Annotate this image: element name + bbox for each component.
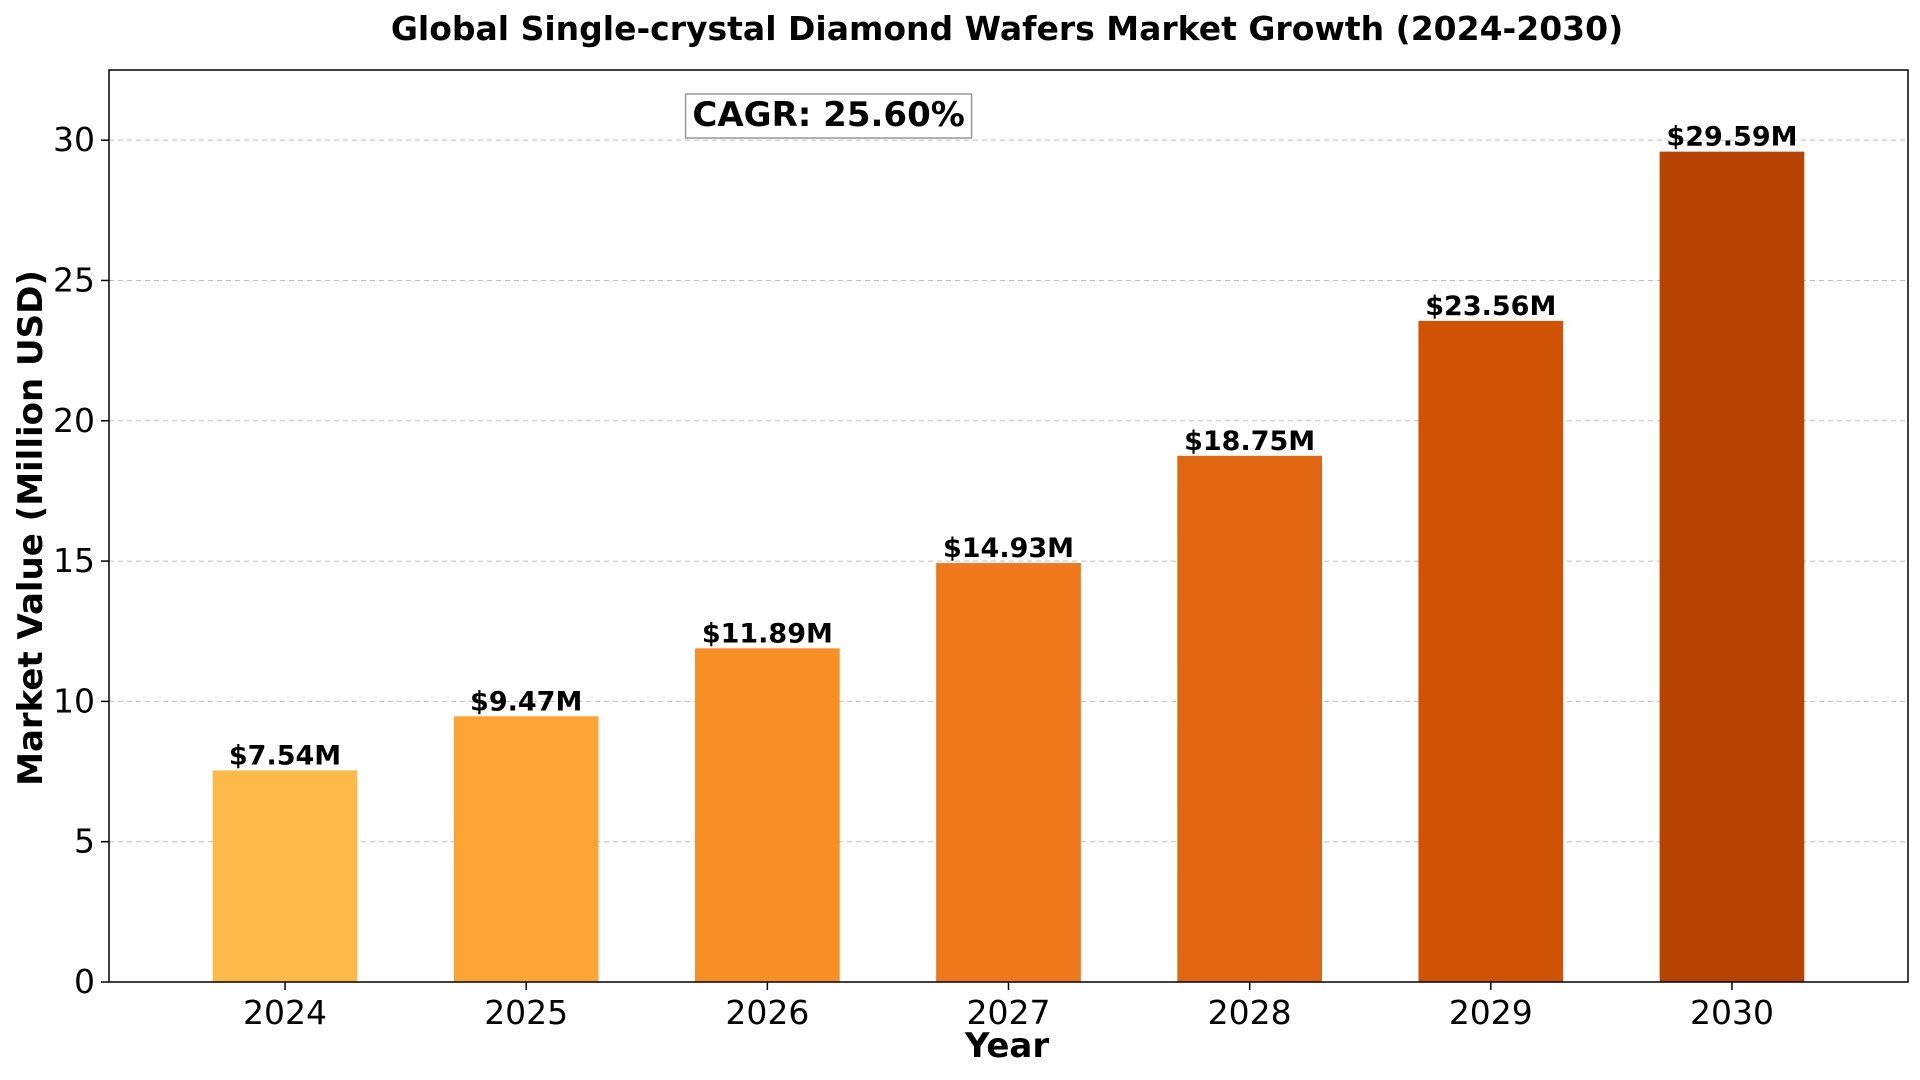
y-tick-label-10: 10	[53, 681, 95, 720]
y-axis-label: Market Value (Million USD)	[11, 270, 51, 786]
bar-2027	[936, 563, 1081, 982]
cagr-annotation: CAGR: 25.60%	[684, 93, 973, 139]
x-axis-label: Year	[964, 1026, 1050, 1066]
data-label-2025: $9.47M	[470, 686, 582, 717]
cagr-box	[684, 93, 973, 139]
bar-2030	[1659, 151, 1805, 983]
y-axis-ticks: 0 5 10 15 20 25 30	[53, 120, 109, 1001]
data-label-2026: $11.89M	[702, 618, 833, 649]
bar-2024	[212, 770, 358, 982]
data-label-2027: $14.93M	[943, 533, 1074, 564]
data-label-2028: $18.75M	[1184, 426, 1315, 457]
data-label-2030: $29.59M	[1666, 122, 1797, 153]
y-tick-label-0: 0	[74, 962, 95, 1001]
x-tick-label-2025: 2025	[484, 993, 568, 1032]
bars	[212, 151, 1805, 983]
bar-2026	[695, 648, 840, 982]
x-tick-label-2027: 2027	[967, 993, 1051, 1032]
x-tick-label-2026: 2026	[725, 993, 809, 1032]
data-label-2029: $23.56M	[1425, 291, 1556, 322]
data-label-2024: $7.54M	[229, 740, 341, 771]
y-tick-label-30: 30	[53, 120, 95, 159]
y-tick-label-5: 5	[74, 822, 95, 861]
cagr-label: CAGR: 25.60%	[692, 95, 964, 135]
x-tick-label-2028: 2028	[1208, 993, 1292, 1032]
x-tick-label-2024: 2024	[243, 993, 327, 1032]
y-tick-label-20: 20	[53, 401, 95, 440]
bar-2028	[1177, 455, 1322, 982]
y-tick-label-15: 15	[53, 541, 95, 580]
bar-2029	[1418, 320, 1564, 983]
x-axis-ticks: 2024 2025 2026 2027 2028 2029 2030	[243, 982, 1774, 1032]
bar-2025	[453, 716, 599, 982]
chart-title: Global Single-crystal Diamond Wafers Mar…	[391, 9, 1623, 48]
data-labels: $7.54M $9.47M $11.89M $14.93M $18.75M $23.56M…	[229, 122, 1798, 772]
grid-lines	[109, 139, 1908, 843]
y-tick-label-25: 25	[53, 260, 95, 299]
x-tick-label-2030: 2030	[1690, 993, 1774, 1032]
x-tick-label-2029: 2029	[1449, 993, 1533, 1032]
